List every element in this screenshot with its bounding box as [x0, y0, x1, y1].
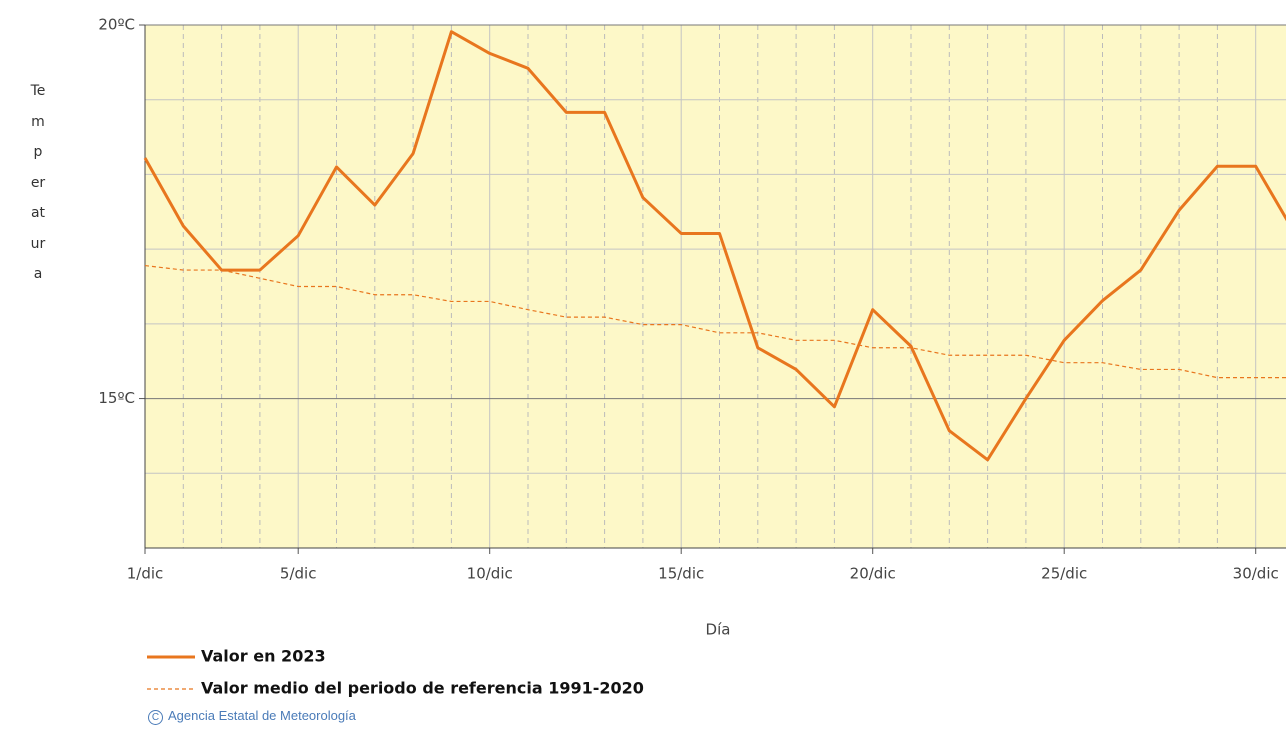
x-tick-label: 25/dic — [1041, 565, 1087, 583]
copyright-icon: C — [148, 710, 163, 725]
y-tick-label: 15ºC — [98, 389, 135, 407]
legend-label: Valor en 2023 — [201, 647, 326, 666]
y-axis-label: Temperatura — [30, 83, 46, 282]
series-line — [144, 264, 1286, 379]
source-text: Agencia Estatal de Meteorología — [168, 708, 356, 723]
x-tick-label: 20/dic — [850, 565, 896, 583]
x-tick-label: 5/dic — [280, 565, 317, 583]
series-line — [143, 30, 1286, 462]
x-axis-label: Día — [706, 621, 731, 639]
source: C Agencia Estatal de Meteorología — [148, 708, 356, 725]
legend-label: Valor medio del periodo de referencia 19… — [201, 679, 644, 698]
y-tick-label: 20ºC — [98, 16, 135, 34]
x-tick-label: 30/dic — [1233, 565, 1279, 583]
x-tick-label: 15/dic — [658, 565, 704, 583]
x-tick-label: 1/dic — [127, 565, 164, 583]
x-tick-label: 10/dic — [467, 565, 513, 583]
plot-background — [145, 25, 1286, 548]
